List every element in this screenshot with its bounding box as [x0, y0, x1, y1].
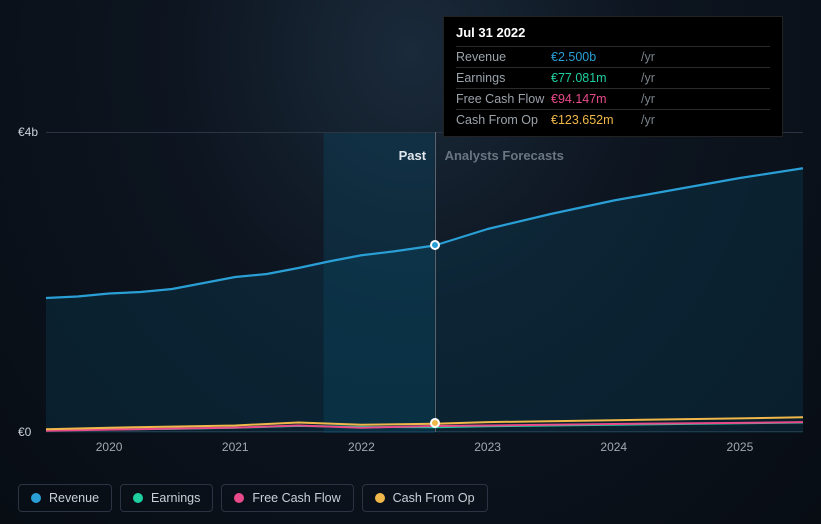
y-axis-tick: €0	[18, 425, 31, 439]
chart-legend: Revenue Earnings Free Cash Flow Cash From O…	[18, 484, 488, 512]
forecast-label: Analysts Forecasts	[445, 148, 564, 163]
legend-dot-icon	[133, 493, 143, 503]
tooltip-row-suffix: /yr	[641, 92, 655, 106]
tooltip-row: Revenue€2.500b/yr	[456, 46, 770, 67]
legend-dot-icon	[234, 493, 244, 503]
tooltip-row-label: Earnings	[456, 71, 551, 85]
tooltip-row-suffix: /yr	[641, 113, 655, 127]
legend-dot-icon	[375, 493, 385, 503]
x-axis-tick: 2024	[600, 440, 627, 454]
data-tooltip: Jul 31 2022 Revenue€2.500b/yrEarnings€77…	[443, 16, 783, 137]
legend-item-label: Free Cash Flow	[252, 491, 340, 505]
legend-dot-icon	[31, 493, 41, 503]
legend-item-fcf[interactable]: Free Cash Flow	[221, 484, 353, 512]
data-marker	[430, 418, 440, 428]
legend-item-label: Earnings	[151, 491, 200, 505]
legend-item-label: Revenue	[49, 491, 99, 505]
tooltip-row-value: €123.652m	[551, 113, 641, 127]
x-axis-tick: 2020	[96, 440, 123, 454]
chart-plot[interactable]	[46, 132, 803, 432]
tooltip-row: Earnings€77.081m/yr	[456, 67, 770, 88]
x-axis-tick: 2021	[222, 440, 249, 454]
tooltip-row-value: €2.500b	[551, 50, 641, 64]
tooltip-row-suffix: /yr	[641, 50, 655, 64]
tooltip-date: Jul 31 2022	[456, 25, 770, 46]
legend-item-cfo[interactable]: Cash From Op	[362, 484, 488, 512]
legend-item-revenue[interactable]: Revenue	[18, 484, 112, 512]
x-axis-labels: 2020 2021 2022 2023 2024 2025	[46, 440, 803, 460]
legend-item-label: Cash From Op	[393, 491, 475, 505]
tooltip-row: Cash From Op€123.652m/yr	[456, 109, 770, 130]
past-label: Past	[399, 148, 426, 163]
y-axis-tick: €4b	[18, 125, 38, 139]
tooltip-row-label: Free Cash Flow	[456, 92, 551, 106]
tooltip-row-suffix: /yr	[641, 71, 655, 85]
x-axis-tick: 2025	[727, 440, 754, 454]
chart-svg	[46, 133, 803, 433]
legend-item-earnings[interactable]: Earnings	[120, 484, 213, 512]
x-axis-tick: 2023	[474, 440, 501, 454]
tooltip-row-label: Cash From Op	[456, 113, 551, 127]
tooltip-row-label: Revenue	[456, 50, 551, 64]
x-axis-tick: 2022	[348, 440, 375, 454]
cursor-line	[435, 132, 436, 432]
tooltip-row-value: €94.147m	[551, 92, 641, 106]
data-marker	[430, 240, 440, 250]
tooltip-row: Free Cash Flow€94.147m/yr	[456, 88, 770, 109]
tooltip-row-value: €77.081m	[551, 71, 641, 85]
